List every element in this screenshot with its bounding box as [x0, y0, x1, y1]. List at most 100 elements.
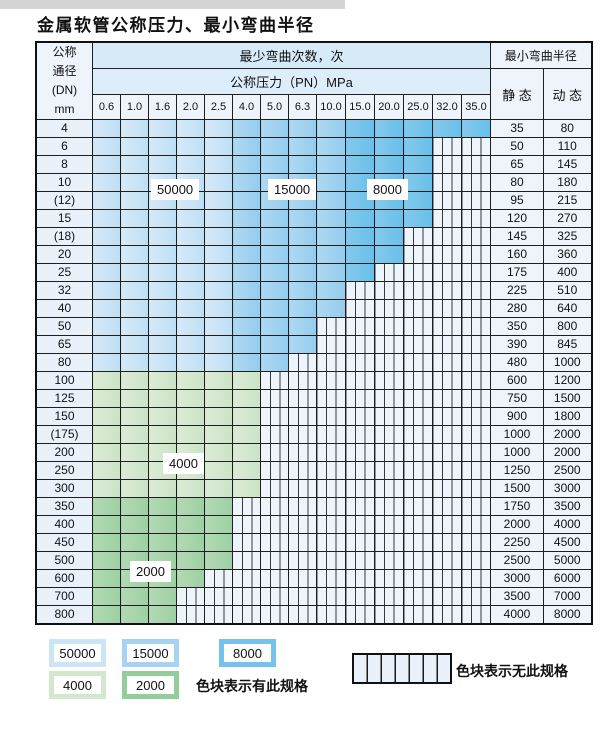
- pn-available-cell: [92, 155, 121, 174]
- pn-unavailable-cell: [288, 605, 317, 625]
- corner-line: mm: [54, 102, 75, 116]
- dn-value: 150: [35, 407, 93, 426]
- dn-value: 40: [35, 299, 93, 318]
- pn-unavailable-cell: [374, 515, 404, 534]
- dynamic-radius-value: 800: [543, 317, 592, 336]
- pn-available-cell: [92, 299, 121, 318]
- pn-unavailable-cell: [432, 263, 462, 282]
- pn-unavailable-cell: [204, 587, 233, 606]
- pn-available-cell: [176, 137, 205, 156]
- pn-unavailable-cell: [403, 263, 433, 282]
- pn-unavailable-cell: [316, 407, 346, 426]
- pn-unavailable-cell: [432, 497, 462, 516]
- dn-value: 15: [35, 209, 93, 228]
- static-radius-value: 35: [490, 119, 544, 138]
- static-radius-value: 95: [490, 191, 544, 210]
- pn-available-cell: [232, 407, 261, 426]
- cycle-zone-label: 2000: [130, 561, 171, 582]
- table-row: 400 2000 4000: [35, 515, 592, 534]
- pn-unavailable-cell: [260, 425, 289, 444]
- pn-available-cell: [92, 335, 121, 354]
- pn-unavailable-cell: [432, 389, 462, 408]
- pn-unavailable-cell: [403, 299, 433, 318]
- pn-unavailable-cell: [432, 587, 462, 606]
- static-radius-value: 600: [490, 371, 544, 390]
- pn-available-cell: [120, 245, 149, 264]
- pn-available-cell: [120, 119, 149, 138]
- pressure-col-header: 32.0: [432, 94, 462, 120]
- pn-unavailable-cell: [232, 587, 261, 606]
- pn-unavailable-cell: [432, 461, 462, 480]
- pn-available-cell: [120, 317, 149, 336]
- pn-unavailable-cell: [403, 245, 433, 264]
- static-radius-value: 120: [490, 209, 544, 228]
- pn-available-cell: [374, 155, 404, 174]
- pn-available-cell: [232, 389, 261, 408]
- static-radius-value: 1250: [490, 461, 544, 480]
- pn-available-cell: [92, 245, 121, 264]
- pn-unavailable-cell: [345, 551, 375, 570]
- pn-available-cell: [232, 209, 261, 228]
- pressure-col-header: 2.0: [176, 94, 205, 120]
- pn-unavailable-cell: [374, 353, 404, 372]
- pn-unavailable-cell: [345, 317, 375, 336]
- dynamic-radius-value: 2000: [543, 425, 592, 444]
- pn-unavailable-cell: [288, 425, 317, 444]
- pn-unavailable-cell: [260, 497, 289, 516]
- static-radius-value: 160: [490, 245, 544, 264]
- pn-unavailable-cell: [232, 497, 261, 516]
- corner-header-dn: 公称 通径 (DN) mm: [35, 41, 93, 120]
- pn-unavailable-cell: [461, 137, 491, 156]
- dn-value: 125: [35, 389, 93, 408]
- pn-available-cell: [288, 119, 317, 138]
- pn-available-cell: [288, 155, 317, 174]
- legend-swatch: 4000: [49, 671, 106, 699]
- pn-unavailable-cell: [432, 371, 462, 390]
- table-row: 300 1500 3000: [35, 479, 592, 498]
- pn-available-cell: [148, 155, 177, 174]
- pn-unavailable-cell: [461, 443, 491, 462]
- table-row: 600 3000 6000: [35, 569, 592, 588]
- pn-unavailable-cell: [403, 497, 433, 516]
- pn-unavailable-cell: [432, 407, 462, 426]
- table-row: 40 280 640: [35, 299, 592, 318]
- pn-available-cell: [204, 425, 233, 444]
- pn-unavailable-cell: [461, 191, 491, 210]
- pn-unavailable-cell: [288, 479, 317, 498]
- pn-unavailable-cell: [403, 281, 433, 300]
- pn-available-cell: [148, 407, 177, 426]
- pn-available-cell: [92, 371, 121, 390]
- pn-unavailable-cell: [260, 479, 289, 498]
- pn-unavailable-cell: [260, 569, 289, 588]
- pn-unavailable-cell: [288, 569, 317, 588]
- pn-available-cell: [148, 281, 177, 300]
- pn-available-cell: [345, 209, 375, 228]
- pn-available-cell: [288, 137, 317, 156]
- pn-unavailable-cell: [432, 605, 462, 625]
- cycles-header: 最少弯曲次数，次: [92, 41, 491, 69]
- dynamic-radius-value: 3500: [543, 497, 592, 516]
- cycle-zone-label: 8000: [367, 179, 408, 200]
- pn-available-cell: [176, 479, 205, 498]
- table-row: 25 175 400: [35, 263, 592, 282]
- dynamic-radius-value: 180: [543, 173, 592, 192]
- dn-value: 350: [35, 497, 93, 516]
- pn-unavailable-cell: [345, 515, 375, 534]
- pn-unavailable-cell: [461, 605, 491, 625]
- static-radius-value: 2250: [490, 533, 544, 552]
- pn-unavailable-cell: [403, 533, 433, 552]
- pn-available-cell: [148, 479, 177, 498]
- pressure-col-header: 4.0: [232, 94, 261, 120]
- pn-available-cell: [204, 533, 233, 552]
- pn-unavailable-cell: [461, 497, 491, 516]
- pn-available-cell: [148, 245, 177, 264]
- pn-unavailable-cell: [288, 443, 317, 462]
- pn-unavailable-cell: [461, 245, 491, 264]
- pn-unavailable-cell: [374, 497, 404, 516]
- pn-unavailable-cell: [374, 335, 404, 354]
- pn-available-cell: [176, 389, 205, 408]
- pn-unavailable-cell: [345, 353, 375, 372]
- pn-unavailable-cell: [403, 461, 433, 480]
- dn-value: 400: [35, 515, 93, 534]
- pn-available-cell: [204, 371, 233, 390]
